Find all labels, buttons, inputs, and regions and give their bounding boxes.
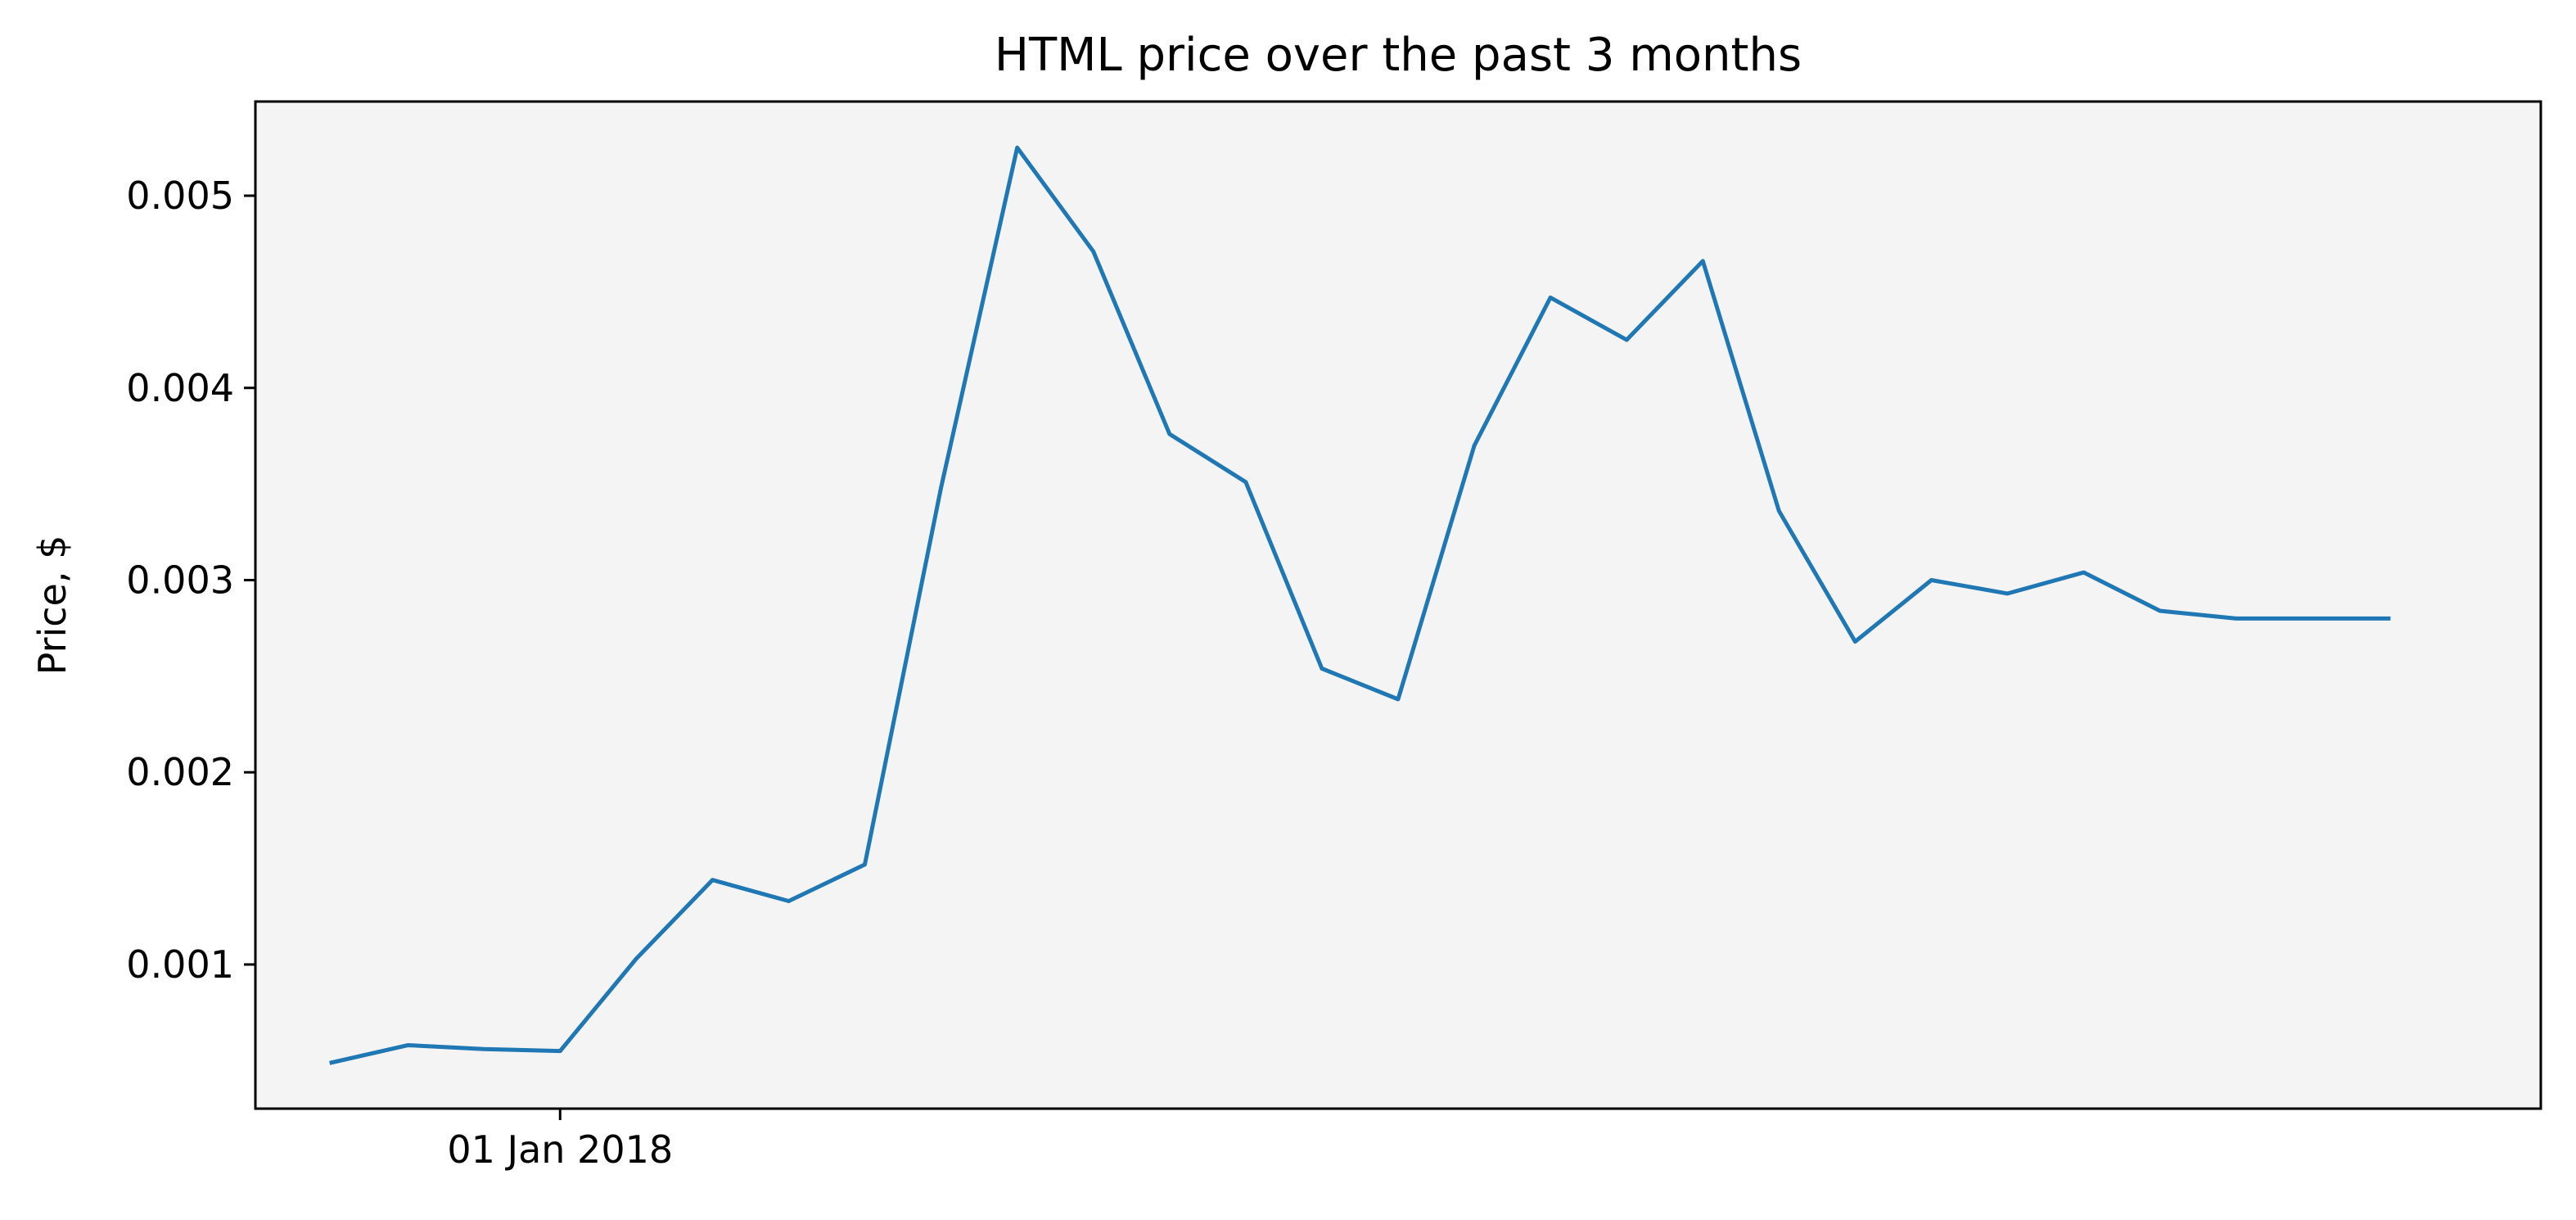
plot-frame — [254, 100, 2542, 1110]
x-tick-label: 01 Jan 2018 — [447, 1127, 673, 1172]
y-tick-label: 0.004 — [126, 366, 234, 410]
y-tick-label: 0.002 — [126, 750, 234, 794]
y-tick-label: 0.003 — [126, 558, 234, 602]
y-tick-label: 0.001 — [126, 942, 234, 987]
y-axis-label: Price, $ — [30, 535, 74, 676]
series-layer — [329, 145, 2391, 1065]
y-tick-label: 0.005 — [126, 174, 234, 218]
y-axis: 0.001 0.002 0.003 0.004 0.005 — [126, 174, 255, 987]
x-axis: 01 Jan 2018 — [447, 1109, 673, 1172]
price-series-line — [329, 145, 2391, 1065]
chart-title: HTML price over the past 3 months — [995, 29, 1802, 82]
plot-area — [255, 102, 2541, 1109]
